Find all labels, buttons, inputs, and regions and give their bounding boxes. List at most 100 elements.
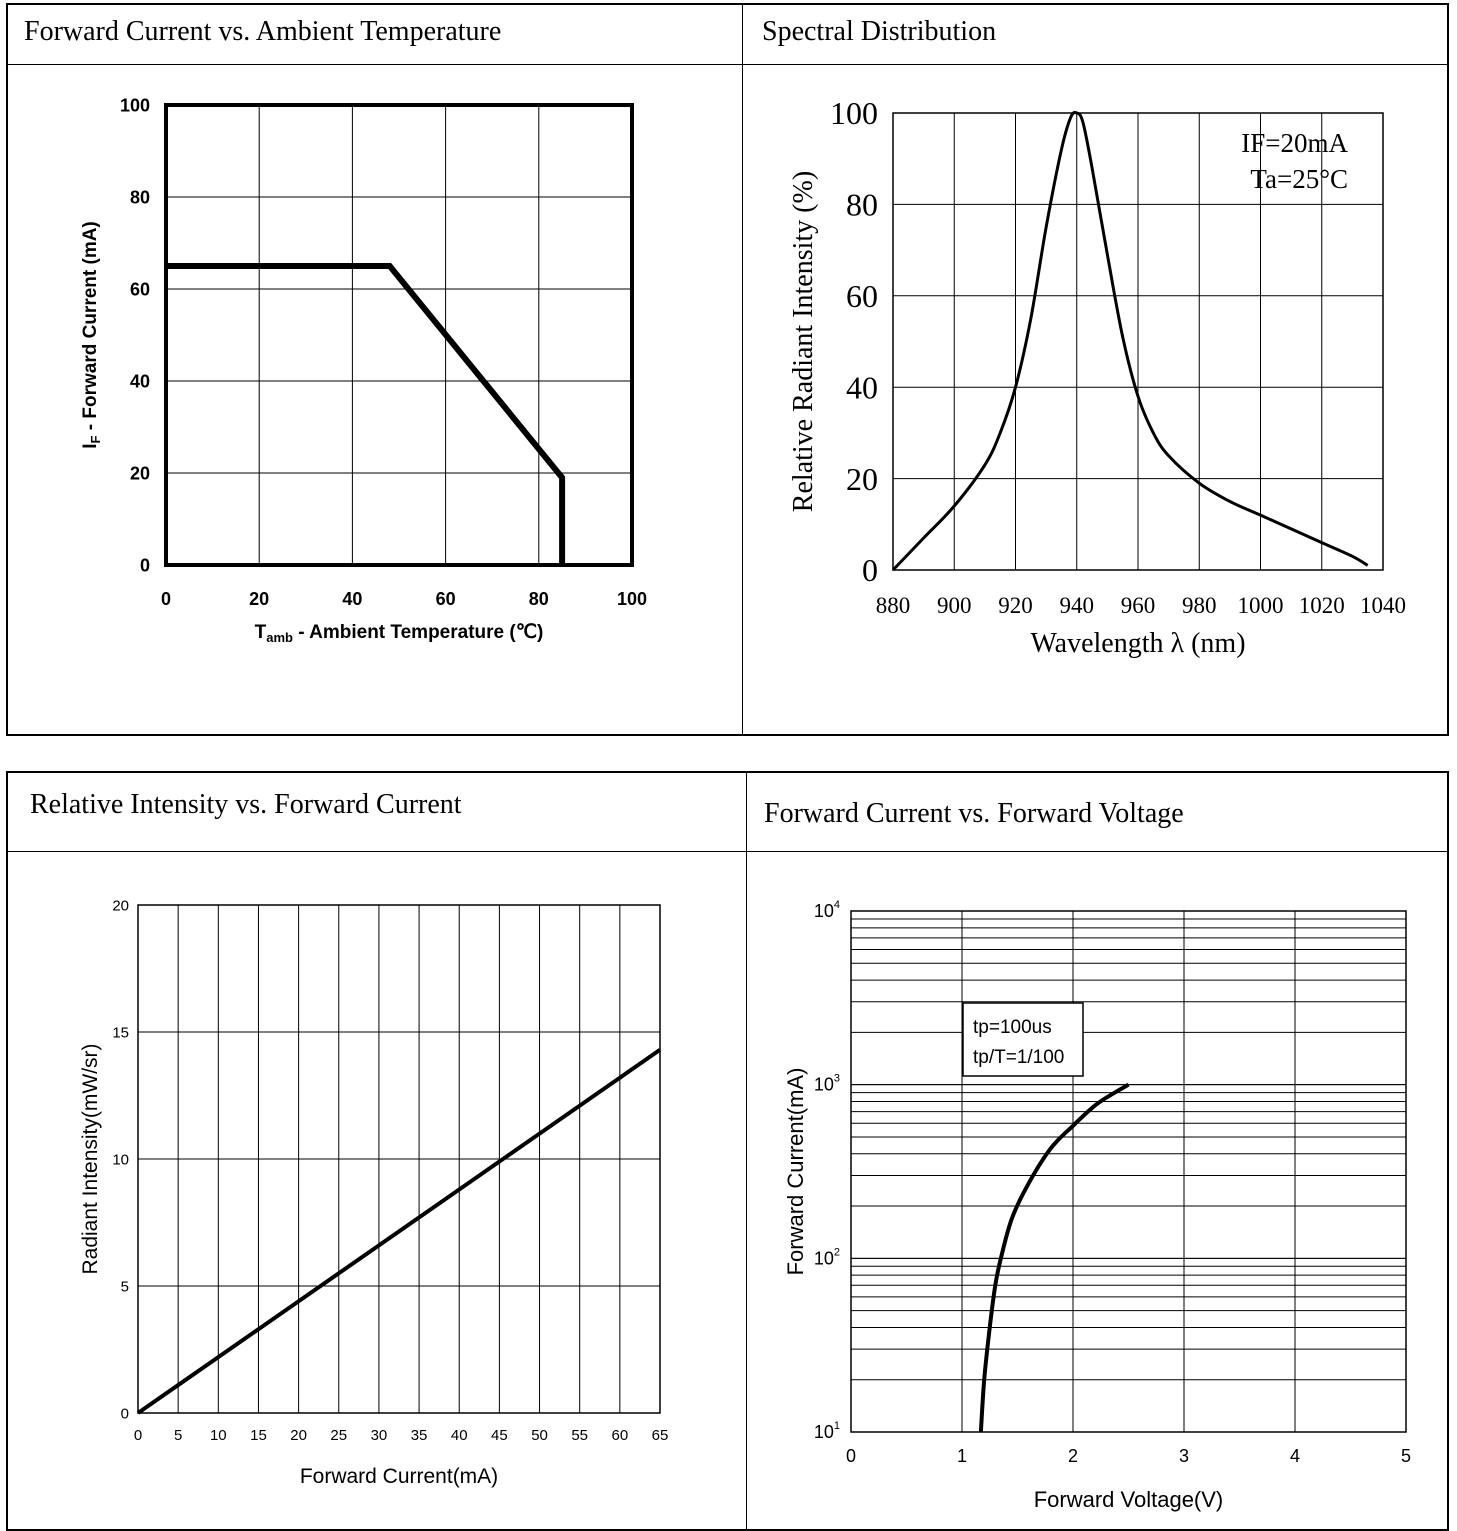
x-tick-label: 65 (652, 1427, 669, 1444)
x-axis-label-main: T (255, 622, 267, 643)
y-axis-label-rest: - Forward Current (mA) (80, 221, 101, 435)
title-derating: Forward Current vs. Ambient Temperature (24, 16, 502, 47)
x-tick-label: 4 (1290, 1446, 1300, 1466)
y-axis-label-main: Relative Radiant Intensity (%) (788, 171, 819, 512)
series-line (136, 1048, 662, 1415)
y-tick-label: 0 (121, 1405, 129, 1422)
y-tick-label: 40 (846, 369, 878, 405)
x-tick-label: 0 (846, 1446, 856, 1466)
x-tick-label: 880 (876, 593, 911, 618)
bottom-column-divider (746, 772, 747, 1530)
x-tick-label: 900 (937, 593, 972, 618)
x-tick-label: 1000 (1238, 593, 1284, 618)
y-axis-label: Relative Radiant Intensity (%) (788, 171, 819, 512)
top-header-divider (7, 64, 1448, 65)
y-tick-label: 60 (130, 279, 150, 299)
x-axis-label-main: Forward Current(mA) (300, 1465, 498, 1488)
x-tick-label: 920 (998, 593, 1033, 618)
series-line (891, 111, 1369, 572)
x-tick-label: 1020 (1299, 593, 1345, 618)
y-axis-label-main: Radiant Intensity(mW/sr) (79, 1043, 102, 1274)
y-tick-label: 20 (112, 897, 129, 914)
plot-frame (137, 904, 661, 1414)
x-tick-label: 960 (1121, 593, 1156, 618)
x-axis-label-rest: - Ambient Temperature (℃) (293, 622, 543, 643)
x-axis-label: Forward Voltage(V) (1034, 1487, 1224, 1512)
y-axis-label-main: Forward Current(mA) (783, 1068, 808, 1276)
y-tick-label: 20 (846, 461, 878, 497)
y-tick-base: 10 (814, 1075, 834, 1095)
title-intensity: Relative Intensity vs. Forward Current (30, 789, 462, 820)
condition-if-label: IF=20mA (1241, 128, 1348, 158)
y-tick-label: 5 (121, 1278, 129, 1295)
x-tick-label: 80 (529, 589, 549, 609)
x-tick-label: 45 (491, 1427, 508, 1444)
y-tick-label: 104 (814, 899, 840, 921)
y-tick-label: 0 (140, 555, 150, 575)
x-tick-label: 15 (250, 1427, 267, 1444)
x-tick-label: 940 (1060, 593, 1095, 618)
x-axis-label: Wavelength λ (nm) (1030, 628, 1245, 659)
plot-frame (850, 910, 1407, 1433)
x-axis-label: Tamb - Ambient Temperature (℃) (255, 622, 544, 645)
chart-spectral: 880 900 920 940 960 980 1000 1020 1040 0 20 40 60 80 1… (788, 95, 1406, 659)
title-iv: Forward Current vs. Forward Voltage (764, 798, 1184, 829)
top-panel-box (6, 3, 1449, 736)
x-tick-label: 10 (210, 1427, 227, 1444)
y-tick-base: 10 (814, 901, 834, 921)
y-axis-label: Forward Current(mA) (783, 1068, 808, 1276)
x-tick-label: 980 (1182, 593, 1217, 618)
y-tick-label: 40 (130, 371, 150, 391)
bottom-panel-box (6, 771, 1449, 1531)
y-tick-label: 80 (130, 187, 150, 207)
y-tick-label: 103 (814, 1073, 840, 1095)
y-tick-label: 102 (814, 1246, 840, 1268)
x-tick-label: 55 (571, 1427, 588, 1444)
x-tick-label: 20 (290, 1427, 307, 1444)
y-tick-base: 10 (814, 1422, 834, 1442)
y-axis-label: Radiant Intensity(mW/sr) (79, 1043, 102, 1274)
x-tick-label: 2 (1068, 1446, 1078, 1466)
x-tick-label: 0 (134, 1427, 142, 1444)
y-axis-label-main: I (80, 443, 101, 448)
plot-frame (892, 112, 1384, 571)
y-tick-base: 10 (814, 1248, 834, 1268)
y-tick-label: 100 (830, 95, 878, 131)
bottom-header-divider (7, 851, 1448, 852)
y-tick-label: 0 (862, 552, 878, 588)
y-tick-label: 15 (112, 1024, 129, 1041)
pulse-width-label: tp=100us (973, 1017, 1052, 1038)
x-tick-label: 35 (411, 1427, 428, 1444)
x-tick-label: 40 (342, 589, 362, 609)
y-tick-label: 80 (846, 187, 878, 223)
y-tick-label: 20 (130, 463, 150, 483)
x-tick-label: 60 (612, 1427, 629, 1444)
x-tick-label: 3 (1179, 1446, 1189, 1466)
chart-derating: 0 20 40 60 80 100 0 20 40 60 80 100 Tamb - Ambient T… (80, 95, 647, 645)
top-column-divider (742, 4, 743, 735)
y-tick-label: 100 (120, 95, 150, 115)
y-tick-exponent: 4 (834, 899, 840, 911)
x-tick-label: 100 (617, 589, 647, 609)
y-tick-exponent: 3 (834, 1073, 840, 1085)
x-tick-label: 40 (451, 1427, 468, 1444)
x-axis-label-main: Wavelength λ (nm) (1030, 628, 1245, 659)
x-tick-label: 50 (531, 1427, 548, 1444)
x-tick-label: 1 (957, 1446, 967, 1466)
x-tick-label: 5 (174, 1427, 182, 1444)
x-axis-label: Forward Current(mA) (300, 1465, 498, 1488)
title-spectral: Spectral Distribution (762, 16, 997, 47)
plot-frame (164, 103, 634, 567)
y-axis-label-sub: F (88, 435, 103, 443)
chart-intensity: 0 5 10 15 20 25 30 35 40 45 50 55 60 65 0 5 10 15 20 Forwar… (79, 897, 668, 1488)
y-tick-exponent: 2 (834, 1246, 840, 1258)
x-axis-label-main: Forward Voltage(V) (1034, 1487, 1224, 1512)
x-tick-label: 20 (249, 589, 269, 609)
x-tick-label: 60 (436, 589, 456, 609)
y-tick-label: 60 (846, 278, 878, 314)
pulse-condition-box (962, 1002, 1084, 1077)
x-tick-label: 1040 (1360, 593, 1406, 618)
x-tick-label: 30 (371, 1427, 388, 1444)
